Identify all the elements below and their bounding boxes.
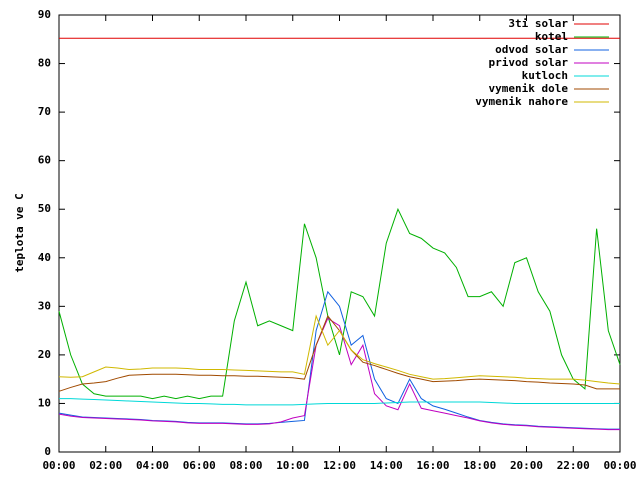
y-tick-label: 60 [38,154,51,167]
y-tick-label: 10 [38,396,51,409]
legend-label: kotel [535,30,568,43]
y-axis-label: teplota ve C [13,193,26,272]
x-tick-label: 06:00 [183,459,216,472]
x-tick-label: 14:00 [370,459,403,472]
y-tick-label: 40 [38,251,51,264]
series-line [58,290,620,430]
y-tick-label: 80 [38,57,51,70]
legend-label: 3ti solar [508,17,568,30]
legend-label: kutloch [522,69,568,82]
y-tick-label: 20 [38,348,51,361]
y-tick-label: 70 [38,105,51,118]
y-tick-label: 0 [44,445,51,458]
x-tick-label: 00:00 [603,459,636,472]
y-tick-label: 90 [38,8,51,21]
series-line [58,207,621,400]
x-tick-label: 10:00 [276,459,309,472]
x-tick-label: 22:00 [557,459,590,472]
x-tick-label: 18:00 [463,459,496,472]
legend-label: vymenik nahore [475,95,568,108]
x-tick-label: 02:00 [89,459,122,472]
x-tick-label: 04:00 [136,459,169,472]
legend-label: privod solar [489,56,569,69]
legend-label: vymenik dole [489,82,569,95]
series-line [59,398,620,406]
y-tick-label: 30 [38,299,51,312]
x-tick-label: 16:00 [416,459,449,472]
series-line [58,314,621,385]
y-tick-label: 50 [38,202,51,215]
legend-label: odvod solar [495,43,568,56]
x-tick-label: 00:00 [42,459,75,472]
series-line [58,317,620,431]
x-tick-label: 12:00 [323,459,356,472]
x-tick-label: 20:00 [510,459,543,472]
x-tick-label: 08:00 [229,459,262,472]
